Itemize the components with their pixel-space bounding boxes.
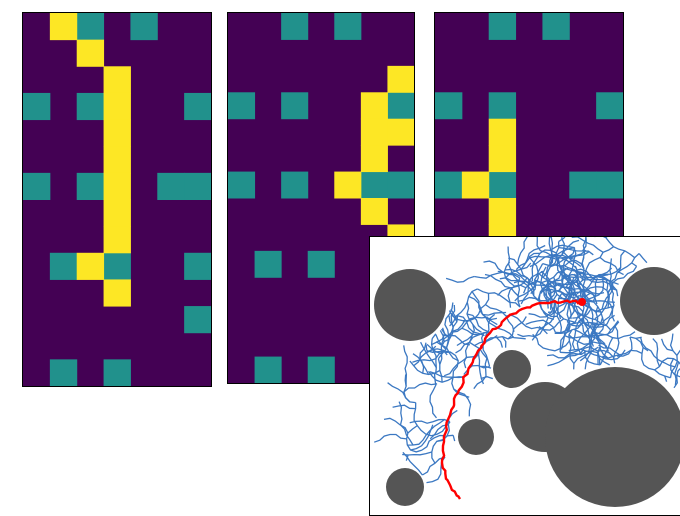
obstacle-cell bbox=[77, 13, 104, 40]
obstacle-cell bbox=[184, 306, 211, 333]
tree-branch bbox=[572, 237, 603, 252]
obstacle-cell bbox=[281, 92, 308, 119]
obstacle-cell bbox=[23, 93, 50, 120]
obstacle-cell bbox=[228, 92, 255, 119]
tree-branch bbox=[402, 452, 432, 455]
obstacle-cell bbox=[255, 357, 282, 383]
obstacle-circle bbox=[458, 419, 494, 455]
obstacle-cell bbox=[596, 92, 623, 119]
obstacle-cell bbox=[489, 92, 516, 119]
obstacle-cell bbox=[77, 173, 104, 200]
obstacle-cell bbox=[435, 172, 462, 199]
obstacle-cell bbox=[104, 359, 131, 386]
tree-branch bbox=[632, 263, 637, 266]
tree-branch bbox=[653, 339, 660, 367]
path-cell bbox=[489, 119, 516, 146]
obstacle-cell bbox=[130, 13, 157, 40]
tree-branch bbox=[414, 403, 431, 436]
obstacle-cell bbox=[281, 172, 308, 199]
obstacle-cell bbox=[387, 172, 414, 199]
obstacle-cell bbox=[255, 251, 282, 278]
obstacle-cell bbox=[23, 173, 50, 200]
obstacle-circle bbox=[386, 468, 424, 506]
tree-branch bbox=[481, 377, 493, 379]
obstacle-cell bbox=[308, 251, 335, 278]
tree-branch bbox=[497, 338, 503, 348]
path-cell bbox=[104, 93, 131, 120]
obstacle-cell bbox=[184, 173, 211, 200]
obstacle-cell bbox=[334, 13, 361, 40]
obstacle-cell bbox=[184, 253, 211, 280]
obstacle-cell bbox=[569, 172, 596, 199]
path-cell bbox=[104, 146, 131, 173]
obstacle-cell bbox=[435, 92, 462, 119]
obstacle-cell bbox=[157, 173, 184, 200]
path-cell bbox=[104, 66, 131, 93]
obstacle-circle bbox=[374, 269, 446, 341]
tree-branch bbox=[453, 435, 455, 441]
path-cell bbox=[104, 279, 131, 306]
obstacle-cell bbox=[50, 359, 77, 386]
rrt-canvas bbox=[370, 237, 680, 516]
obstacle-circle bbox=[493, 350, 531, 388]
tree-branch bbox=[606, 237, 616, 238]
obstacle-cell bbox=[184, 93, 211, 120]
tree-branch bbox=[639, 254, 647, 263]
obstacle-cell bbox=[308, 357, 335, 383]
obstacle-cell bbox=[542, 13, 569, 40]
path-cell bbox=[104, 226, 131, 253]
goal-marker bbox=[578, 298, 586, 306]
path-cell bbox=[50, 13, 77, 40]
path-cell bbox=[361, 92, 388, 119]
tree-branch bbox=[595, 237, 635, 258]
path-cell bbox=[387, 119, 414, 146]
obstacle-cell bbox=[489, 13, 516, 40]
path-cell bbox=[104, 120, 131, 147]
tree-branch bbox=[432, 334, 436, 339]
path-cell bbox=[77, 253, 104, 280]
path-cell bbox=[334, 172, 361, 199]
tree-branch bbox=[420, 343, 429, 375]
path-cell bbox=[361, 145, 388, 172]
tree-branch bbox=[518, 278, 520, 307]
path-cell bbox=[104, 200, 131, 227]
tree-branch bbox=[384, 418, 408, 433]
tree-branch bbox=[374, 435, 406, 443]
obstacle-cell bbox=[596, 172, 623, 199]
obstacle-circle bbox=[620, 267, 680, 335]
path-cell bbox=[104, 173, 131, 200]
path-cell bbox=[361, 119, 388, 146]
obstacle-cell bbox=[489, 172, 516, 199]
path-cell bbox=[361, 198, 388, 225]
obstacle-circle bbox=[545, 367, 680, 507]
tree-branch bbox=[518, 237, 528, 264]
tree-branch bbox=[610, 258, 612, 282]
grid-1-canvas bbox=[23, 13, 211, 386]
tree-branch bbox=[393, 405, 416, 408]
tree-branch bbox=[508, 317, 526, 339]
rrt-path-panel bbox=[369, 236, 680, 516]
obstacle-cell bbox=[228, 172, 255, 199]
tree-branch bbox=[630, 337, 648, 351]
tree-branch bbox=[469, 297, 498, 325]
obstacle-cell bbox=[387, 92, 414, 119]
path-cell bbox=[462, 172, 489, 199]
tree-branch bbox=[446, 277, 474, 283]
obstacle-cell bbox=[281, 13, 308, 40]
obstacle-cell bbox=[77, 93, 104, 120]
obstacle-cell bbox=[50, 253, 77, 280]
obstacle-cell bbox=[104, 253, 131, 280]
tree-branch bbox=[426, 345, 427, 351]
tree-branch bbox=[475, 337, 514, 346]
path-cell bbox=[77, 40, 104, 67]
path-cell bbox=[489, 145, 516, 172]
tree-branch bbox=[642, 348, 671, 378]
path-cell bbox=[387, 66, 414, 93]
obstacle-cell bbox=[361, 172, 388, 199]
tree-branch bbox=[404, 383, 437, 392]
occupancy-grid-1 bbox=[22, 12, 212, 387]
path-cell bbox=[489, 198, 516, 225]
